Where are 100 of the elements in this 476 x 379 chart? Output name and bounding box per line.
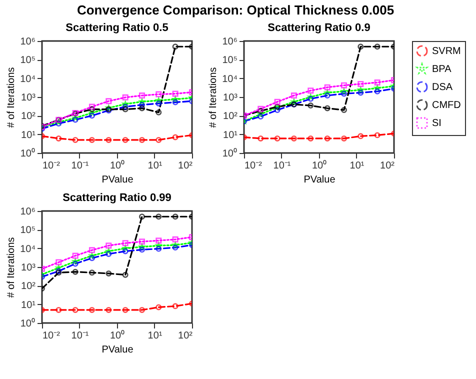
point xyxy=(374,79,380,86)
point xyxy=(172,90,178,97)
point xyxy=(324,84,330,90)
point xyxy=(308,135,314,142)
point xyxy=(88,104,95,110)
point xyxy=(139,105,145,112)
point xyxy=(172,44,178,50)
y-tick-label: 10⁰ xyxy=(222,148,238,160)
y-tick-label: 10¹ xyxy=(223,130,238,141)
y-tick-label: 10¹ xyxy=(21,130,36,141)
point xyxy=(122,240,128,246)
point xyxy=(122,272,128,278)
point xyxy=(72,260,78,267)
point xyxy=(72,252,78,259)
y-tick-label: 10¹ xyxy=(21,300,36,311)
y-tick-label: 10⁴ xyxy=(20,74,36,85)
point xyxy=(88,136,95,143)
legend-label: CMFD xyxy=(432,100,461,111)
point xyxy=(308,102,314,108)
point xyxy=(139,306,145,313)
point xyxy=(341,90,347,97)
x-axis-title: PValue xyxy=(102,174,134,186)
x-tick-label: 10⁰ xyxy=(312,160,328,172)
x-tick-label: 10⁻¹ xyxy=(71,330,90,342)
point xyxy=(88,306,95,313)
point xyxy=(258,135,264,142)
point xyxy=(122,106,128,112)
point xyxy=(308,88,314,94)
point xyxy=(139,214,145,220)
point xyxy=(358,44,364,50)
point xyxy=(106,250,112,257)
point xyxy=(358,90,364,96)
point xyxy=(308,96,314,102)
point xyxy=(72,268,78,275)
x-axis-title: PValue xyxy=(304,174,336,186)
x-tick-label: 10² xyxy=(178,160,194,172)
x-tick-label: 10⁰ xyxy=(110,160,126,172)
point xyxy=(172,134,178,140)
point xyxy=(139,102,145,108)
point xyxy=(139,238,145,245)
y-tick-label: 10⁵ xyxy=(20,225,36,236)
point xyxy=(290,92,297,99)
point xyxy=(106,242,112,249)
point xyxy=(258,114,264,120)
y-tick-label: 10³ xyxy=(223,92,238,104)
point xyxy=(341,107,347,114)
point xyxy=(72,136,78,143)
line-series xyxy=(42,234,192,272)
point xyxy=(324,92,330,99)
text: Convergence Comparison: Optical Thickness 0.005 xyxy=(76,2,394,18)
x-tick-label: 10⁻¹ xyxy=(273,160,292,172)
y-tick-label: 10² xyxy=(21,281,36,292)
chart-title: Scattering Ratio 0.99 xyxy=(62,192,172,204)
point xyxy=(122,136,128,143)
y-axis-title: # of Iterations xyxy=(6,237,18,298)
x-tick-label: 10² xyxy=(178,330,194,342)
point xyxy=(106,136,112,143)
legend-label: SVRM xyxy=(432,46,461,57)
point xyxy=(56,135,62,142)
y-tick-label: 10³ xyxy=(21,92,36,104)
point xyxy=(122,248,128,254)
point xyxy=(139,246,145,253)
legend-label: BPA xyxy=(432,64,452,75)
point xyxy=(324,135,330,142)
x-tick-label: 10⁻² xyxy=(42,330,61,342)
point xyxy=(374,132,380,138)
point xyxy=(156,136,162,143)
point xyxy=(122,94,128,100)
y-tick-label: 10² xyxy=(21,111,36,122)
point xyxy=(88,106,95,112)
point xyxy=(56,306,62,313)
point xyxy=(106,98,112,104)
point xyxy=(358,133,364,140)
point xyxy=(258,106,264,112)
y-tick-label: 10⁰ xyxy=(20,148,36,160)
point xyxy=(156,109,162,116)
point xyxy=(172,236,178,242)
point xyxy=(122,306,128,313)
chart-title: Scattering Ratio 0.9 xyxy=(268,22,370,34)
y-tick-label: 10² xyxy=(223,111,238,122)
point xyxy=(274,98,280,105)
point xyxy=(374,44,380,50)
point xyxy=(156,100,162,106)
x-axis-title: PValue xyxy=(102,344,134,356)
y-tick-label: 10⁶ xyxy=(20,206,36,218)
point xyxy=(88,255,95,262)
legend-label: SI xyxy=(432,118,442,129)
y-tick-label: 10⁵ xyxy=(20,55,36,66)
x-tick-label: 10¹ xyxy=(148,160,163,172)
x-tick-label: 10¹ xyxy=(148,330,163,342)
x-tick-label: 10¹ xyxy=(350,160,365,172)
point xyxy=(374,88,380,94)
point xyxy=(88,247,95,254)
point xyxy=(56,259,62,266)
y-tick-label: 10⁴ xyxy=(20,244,36,255)
point xyxy=(274,135,280,142)
y-tick-label: 10⁵ xyxy=(222,55,238,66)
x-tick-label: 10⁻¹ xyxy=(71,160,90,172)
chart-title: Scattering Ratio 0.5 xyxy=(66,22,168,34)
point xyxy=(139,136,145,143)
